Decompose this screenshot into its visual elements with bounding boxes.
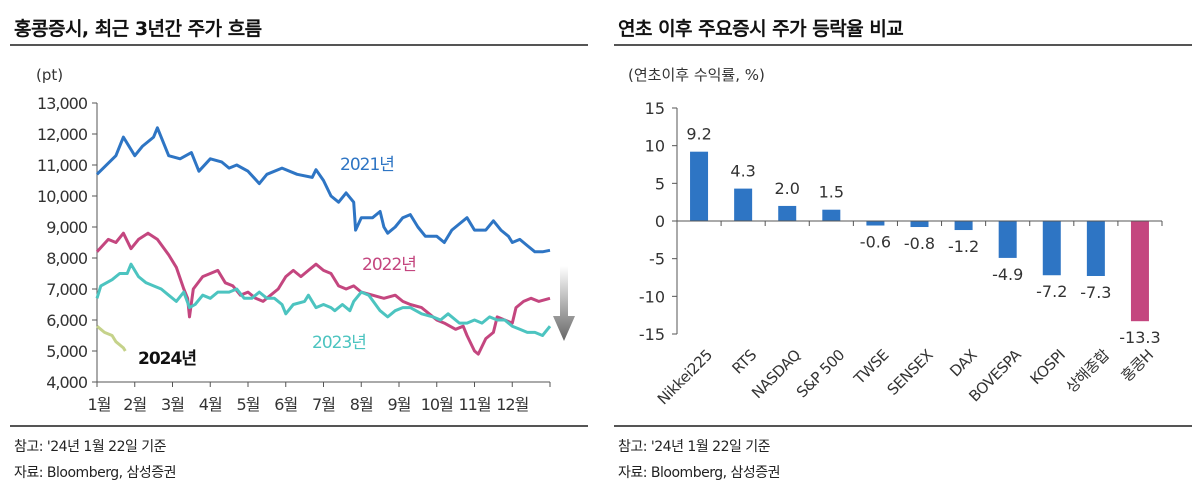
series-line-2024년 [96,325,127,352]
y-tick-label: 8,000 [46,249,88,268]
bar-NASDAQ [778,205,797,221]
data-label: -7.2 [1036,282,1067,301]
y-axis-unit: (pt) [36,66,63,84]
y-tick-label: -5 [649,250,665,269]
bar-홍콩H [1130,221,1149,322]
data-label: -7.3 [1080,283,1111,302]
right-source: 자료: Bloomberg, 삼성증권 [618,465,781,481]
bar-S&P 500 [822,209,841,221]
data-label: -4.9 [992,265,1023,284]
y-tick-label: 9,000 [46,218,88,237]
x-tick-label: 4월 [199,395,222,414]
x-tick-label: 3월 [161,395,184,414]
y-tick-label: 5,000 [46,342,88,361]
line-chart: (pt) 13,000 12,000 11,000 10,000 9,000 8,000 7,… [36,66,575,414]
y-tick-label: -10 [639,287,665,306]
data-label: 9.2 [686,125,711,144]
category-label: DAX [946,346,980,380]
x-tick-label: 10월 [421,395,453,414]
series-label: 2024년 [138,349,196,369]
y-tick-label: 6,000 [46,311,88,330]
left-chart-title: 홍콩증시, 최근 3년간 주가 흐름 [14,18,262,40]
series-line-2022년 [95,231,551,356]
x-tick-label: 9월 [388,395,411,414]
bar-SENSEX [910,221,929,228]
series-label: 2021년 [340,155,394,175]
data-label: -1.2 [948,237,979,256]
y-tick-label: -15 [639,325,665,344]
bar-RTS [734,188,753,221]
y-tick-label: 7,000 [46,280,88,299]
right-note: 참고: '24년 1월 22일 기준 [618,439,771,455]
down-arrow-icon [553,266,575,341]
y-tick-label: 15 [645,99,665,118]
series-line-2023년 [95,262,552,337]
data-label: 2.0 [775,179,800,198]
y-axis-unit: (연초이후 수익률, %) [628,66,765,84]
x-tick-label: 8월 [350,395,373,414]
category-label: S&P 500 [793,346,848,401]
x-tick-label: 5월 [237,395,260,414]
x-tick-label: 12월 [496,395,528,414]
series-label: 2022년 [362,255,416,275]
category-label: SENSEX [884,346,937,399]
bar-TWSE [866,221,885,226]
category-label: RTS [728,346,759,377]
bar-Nikkei225 [690,151,709,221]
category-label: 홍콩H [1118,346,1157,385]
series-label: 2023년 [312,333,366,353]
y-tick-label: 10 [645,137,665,156]
data-label: 4.3 [730,162,755,181]
category-label: NASDAQ [748,346,804,402]
y-tick-label: 13,000 [37,94,88,113]
data-label: -0.6 [860,233,891,252]
x-tick-label: 2월 [123,395,146,414]
x-tick-label: 7월 [312,395,335,414]
x-tick-label: 6월 [274,395,297,414]
left-source: 자료: Bloomberg, 삼성증권 [14,465,177,481]
right-chart-title: 연초 이후 주요증시 주가 등락율 비교 [618,18,904,40]
bar-chart: (연초이후 수익률, %) 15 10 5 0 -5 -10 -15 9.2 Nikkei225 4… [628,66,1163,408]
left-footer-rule [10,425,588,427]
y-tick-label: 12,000 [37,125,88,144]
category-label: TWSE [850,346,892,388]
right-footer-rule [614,425,1192,427]
category-label: Nikkei225 [654,346,716,408]
series-line-2021년 [95,126,551,254]
bar-DAX [954,221,973,231]
x-tick-label: 11월 [458,395,490,414]
left-note: 참고: '24년 1월 22일 기준 [14,439,167,455]
category-label: 상해종합 [1062,346,1113,397]
left-title-rule [10,44,588,46]
data-label: -13.3 [1119,328,1160,347]
bar-BOVESPA [998,221,1017,258]
y-tick-label: 4,000 [46,373,88,392]
y-tick-label: 0 [655,212,665,231]
bar-상해종합 [1086,221,1105,276]
right-title-rule [614,44,1192,46]
y-tick-label: 11,000 [37,156,88,175]
y-tick-label: 5 [655,174,665,193]
category-label: KOSPI [1027,346,1069,388]
data-label: 1.5 [819,183,844,202]
data-label: -0.8 [904,234,935,253]
y-tick-label: 10,000 [37,187,88,206]
bar-KOSPI [1042,221,1061,276]
x-tick-label: 1월 [88,395,111,414]
